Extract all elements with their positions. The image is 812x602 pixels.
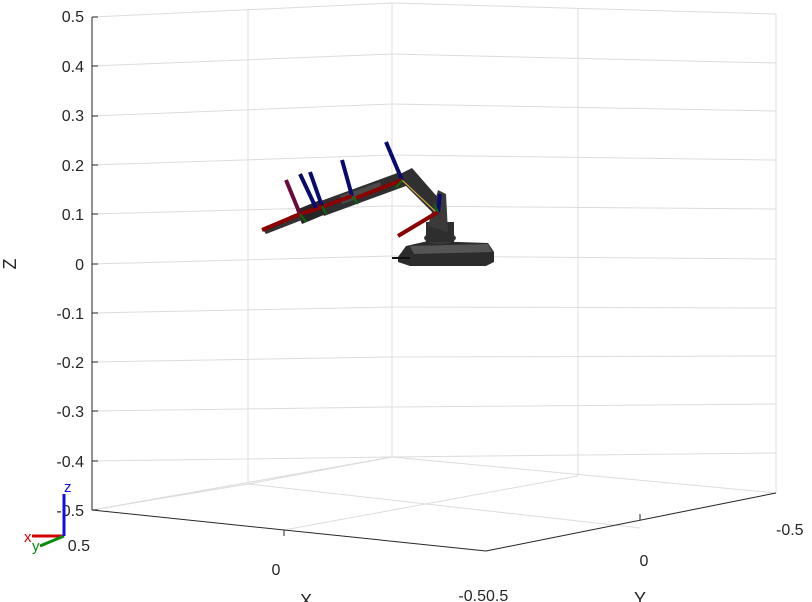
z-tick-label: 0.4: [62, 59, 84, 76]
z-tick-label: 0.5: [62, 9, 84, 26]
x-tick-labels: 0.5 0 -0.5: [68, 538, 486, 602]
axes: [91, 16, 777, 552]
gridlines: [91, 2, 777, 552]
x-tick-label: -0.5: [458, 588, 486, 602]
z-tick-label: 0.2: [62, 158, 84, 175]
y-tick-label: 0.5: [486, 588, 508, 602]
y-tick-label: 0: [640, 553, 649, 570]
robot-arm: [261, 141, 494, 266]
y-axis-label: Y: [634, 589, 646, 602]
z-tick-label: -0.1: [56, 306, 84, 323]
robot-base: [392, 222, 494, 266]
joint-frames: [261, 141, 442, 238]
z-tick-label: 0.3: [62, 108, 84, 125]
triad-x-label: x: [24, 529, 32, 546]
z-axis-label: Z: [0, 259, 20, 270]
z-tick-label: -0.4: [56, 454, 84, 471]
triad-y-label: y: [32, 538, 40, 555]
z-tick-label: -0.3: [56, 404, 84, 421]
triad-z-label: z: [64, 479, 72, 496]
z-tick-label: -0.2: [56, 355, 84, 372]
x-tick-label: 0.5: [68, 538, 90, 555]
connector-line: [401, 179, 437, 213]
reference-frame-triad: x y z: [24, 479, 72, 555]
robot-upper-arm: [396, 168, 440, 212]
z-tick-label: 0: [75, 257, 84, 274]
triad-y-axis: [39, 534, 65, 548]
x-axis-label: X: [300, 591, 312, 602]
z-tick-label: -0.5: [56, 503, 84, 520]
z-tick-labels: 0.5 0.4 0.3 0.2 0.1 0 -0.1 -0.2 -0.3 -0.…: [56, 9, 84, 520]
x-tick-label: 0: [272, 562, 281, 579]
z-tick-label: 0.1: [62, 207, 84, 224]
y-tick-label: -0.5: [776, 522, 804, 539]
y-tick-labels: 0.5 0 -0.5: [486, 522, 804, 602]
